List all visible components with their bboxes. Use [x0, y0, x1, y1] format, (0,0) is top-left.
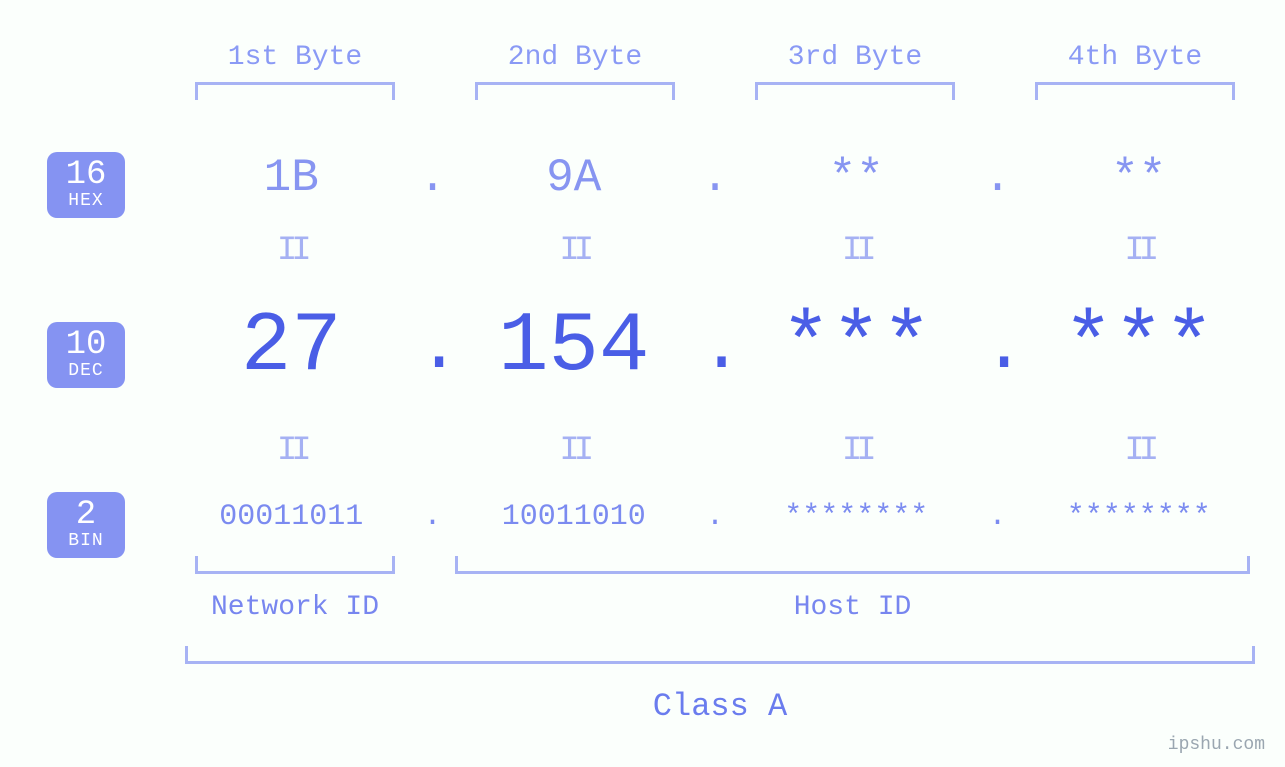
dot-separator: . — [700, 307, 730, 389]
bin-byte-4: ******** — [1013, 500, 1266, 534]
bracket-icon — [195, 556, 395, 574]
dec-byte-3: *** — [730, 300, 983, 395]
section-label-host-id: Host ID — [455, 592, 1250, 623]
dec-row: 27 . 154 . *** . *** — [165, 300, 1265, 395]
bin-byte-2: 10011010 — [448, 500, 701, 534]
dec-byte-2: 154 — [448, 300, 701, 395]
bin-row: 00011011 . 10011010 . ******** . *******… — [165, 500, 1265, 534]
byte-header-3: 3rd Byte — [730, 42, 980, 73]
badge-hex: 16 HEX — [47, 152, 125, 218]
equals-icon: II — [730, 232, 983, 270]
bracket-icon — [755, 82, 955, 100]
bracket-icon — [195, 82, 395, 100]
equals-icon: II — [165, 232, 418, 270]
bin-byte-1: 00011011 — [165, 500, 418, 534]
watermark: ipshu.com — [1168, 735, 1265, 755]
section-label-class: Class A — [185, 688, 1255, 725]
dot-separator: . — [418, 152, 448, 204]
bin-byte-3: ******** — [730, 500, 983, 534]
hex-byte-4: ** — [1013, 152, 1266, 204]
badge-bin-label: BIN — [47, 532, 125, 550]
equals-row: II II II II — [165, 432, 1265, 470]
hex-byte-3: ** — [730, 152, 983, 204]
hex-byte-1: 1B — [165, 152, 418, 204]
equals-icon: II — [1013, 232, 1266, 270]
equals-icon: II — [448, 432, 701, 470]
equals-icon: II — [1013, 432, 1266, 470]
equals-row: II II II II — [165, 232, 1265, 270]
bracket-icon — [1035, 82, 1235, 100]
bracket-icon — [475, 82, 675, 100]
dot-separator: . — [983, 152, 1013, 204]
badge-bin-base: 2 — [47, 498, 125, 534]
hex-byte-2: 9A — [448, 152, 701, 204]
dot-separator: . — [418, 307, 448, 389]
equals-icon: II — [165, 432, 418, 470]
section-label-network-id: Network ID — [170, 592, 420, 623]
badge-dec-label: DEC — [47, 362, 125, 380]
bracket-icon — [185, 646, 1255, 664]
bracket-icon — [455, 556, 1250, 574]
dot-separator: . — [700, 152, 730, 204]
dot-separator: . — [983, 307, 1013, 389]
byte-header-2: 2nd Byte — [450, 42, 700, 73]
dot-separator: . — [700, 500, 730, 534]
badge-bin: 2 BIN — [47, 492, 125, 558]
byte-header-4: 4th Byte — [1010, 42, 1260, 73]
diagram-root: 1st Byte 2nd Byte 3rd Byte 4th Byte 16 H… — [0, 0, 1285, 767]
dot-separator: . — [418, 500, 448, 534]
hex-row: 1B . 9A . ** . ** — [165, 152, 1265, 204]
dec-byte-4: *** — [1013, 300, 1266, 395]
dec-byte-1: 27 — [165, 300, 418, 395]
badge-hex-label: HEX — [47, 192, 125, 210]
badge-dec: 10 DEC — [47, 322, 125, 388]
equals-icon: II — [448, 232, 701, 270]
equals-icon: II — [730, 432, 983, 470]
dot-separator: . — [983, 500, 1013, 534]
badge-hex-base: 16 — [47, 158, 125, 194]
badge-dec-base: 10 — [47, 328, 125, 364]
byte-header-1: 1st Byte — [170, 42, 420, 73]
